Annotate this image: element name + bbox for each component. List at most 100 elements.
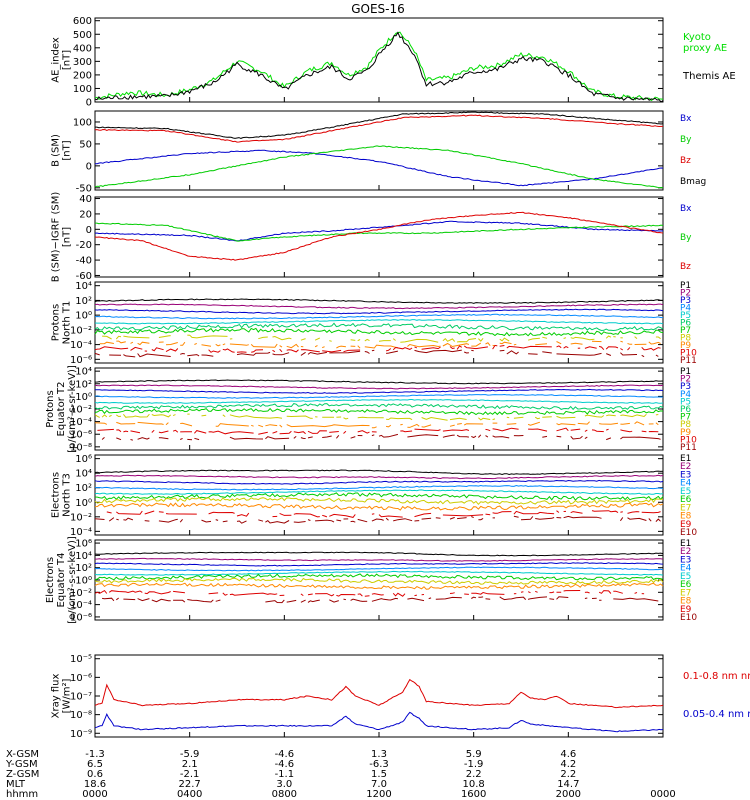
legend-label: 0.1-0.8 nm nm	[683, 671, 750, 682]
y-tick-label: 10⁻⁸	[70, 442, 92, 453]
y-tick-label: 10²	[75, 563, 92, 574]
y-tick-label: 10⁻⁸	[70, 710, 92, 721]
series-line	[94, 399, 664, 404]
panel-frame	[94, 110, 664, 191]
bottom-cell: 0000	[650, 789, 675, 800]
legend-label: E1	[680, 539, 691, 549]
y-tick-label: 10²	[75, 483, 92, 494]
series-line	[94, 562, 664, 567]
legend-label: proxy AE	[683, 43, 727, 54]
y-tick-label: 500	[73, 30, 92, 41]
y-tick-label: -60	[76, 271, 92, 282]
legend-label: P8	[680, 334, 691, 344]
y-axis-label: North T3	[62, 473, 73, 517]
bottom-cell: 18.6	[84, 779, 106, 790]
bottom-cell: 2000	[556, 789, 581, 800]
y-tick-label: 10⁻²	[70, 512, 92, 523]
legend-label: P4	[680, 390, 691, 400]
legend-label: Kyoto	[683, 32, 711, 43]
legend-label: Bz	[680, 156, 691, 166]
bottom-cell: 1600	[461, 789, 486, 800]
y-tick-label: 600	[73, 16, 92, 27]
bottom-cell: 0800	[272, 789, 297, 800]
series-line	[94, 319, 664, 325]
series-line	[94, 492, 664, 501]
legend-label: E2	[680, 547, 691, 557]
legend-label: P9	[680, 341, 691, 351]
series-line	[94, 384, 664, 390]
legend-label: E8	[680, 512, 692, 522]
legend-label: Bx	[680, 114, 692, 124]
series-line	[94, 421, 659, 429]
series-line	[94, 149, 664, 187]
legend-label: E7	[680, 588, 691, 598]
bottom-cell: 2.2	[560, 769, 576, 780]
bottom-cell: 10.8	[463, 779, 485, 790]
legend-label: P11	[680, 443, 697, 453]
legend-label: E4	[680, 564, 692, 574]
legend-label: Bz	[680, 262, 691, 272]
legend-label: P4	[680, 304, 691, 314]
y-axis-label: Electrons	[45, 557, 56, 603]
y-tick-label: 10²	[75, 296, 92, 307]
y-tick-label: 10⁻²	[70, 405, 92, 416]
series-line	[94, 322, 664, 332]
y-tick-label: 10⁰	[75, 498, 92, 509]
series-line	[94, 489, 664, 495]
bottom-cell: 2.1	[182, 759, 198, 770]
y-tick-label: 100	[73, 117, 92, 128]
bottom-row-label: X-GSM	[6, 749, 39, 760]
series-line	[95, 111, 664, 139]
series-line	[94, 551, 664, 557]
bottom-cell: 14.7	[557, 779, 579, 790]
y-tick-label: 10⁻⁹	[70, 729, 92, 740]
series-line	[94, 589, 645, 597]
y-axis-label: Protons	[45, 390, 56, 427]
bottom-cell: 1.5	[371, 769, 387, 780]
panel-3: 40 20 0 -20 -40 -60 B (SM)−IGRF (SM) [nT] Bx By Bz	[51, 192, 693, 283]
series-line	[94, 403, 664, 411]
panel-4: 10⁴ 10² 10⁰ 10⁻² 10⁻⁴ 10⁻⁶ Protons North T1 P1P2…	[51, 281, 698, 366]
legend-label: E5	[680, 487, 691, 497]
legend-label: P10	[680, 435, 697, 445]
y-tick-label: 10⁻⁴	[70, 600, 92, 611]
panel-frame	[94, 196, 664, 278]
bottom-cell: -1.1	[275, 769, 295, 780]
panel-1: 600 500 400 300 200 100 0 AE_index [nT] Kyotoprox…	[51, 16, 736, 108]
series-line	[97, 428, 663, 434]
series-line	[94, 566, 664, 572]
plot-title: GOES-16	[351, 2, 405, 16]
y-tick-label: -40	[76, 256, 92, 267]
bottom-cell: 5.9	[466, 749, 482, 760]
series-line	[95, 222, 664, 242]
legend-label: E6	[680, 580, 692, 590]
series-line	[94, 502, 664, 511]
series-line	[94, 407, 664, 416]
legend-label: E9	[680, 520, 692, 530]
series-line	[102, 434, 663, 440]
y-tick-label: -20	[76, 240, 92, 251]
bottom-cell: 22.7	[179, 779, 201, 790]
legend-label: Bmag	[680, 177, 706, 187]
y-axis-label: Equator T4	[56, 553, 67, 608]
y-tick-label: 10⁻⁴	[70, 340, 92, 351]
bottom-cell: 6.5	[87, 759, 103, 770]
y-tick-label: 10²	[75, 379, 92, 390]
y-tick-label: 10⁰	[75, 392, 92, 403]
series-line	[94, 349, 659, 358]
series-line	[95, 388, 664, 394]
y-tick-label: 10⁻⁵	[70, 654, 92, 665]
series-line	[94, 327, 664, 337]
legend-label: P6	[680, 319, 691, 329]
series-line	[94, 145, 664, 189]
legend-label: E3	[680, 470, 691, 480]
legend-label: E4	[680, 479, 692, 489]
bottom-cell: -1.3	[85, 749, 105, 760]
legend-label: E3	[680, 555, 691, 565]
legend-label: P1	[680, 281, 691, 291]
y-tick-label: 10⁻⁴	[70, 417, 92, 428]
bottom-cell: 0400	[177, 789, 202, 800]
legend-label: E7	[680, 503, 691, 513]
